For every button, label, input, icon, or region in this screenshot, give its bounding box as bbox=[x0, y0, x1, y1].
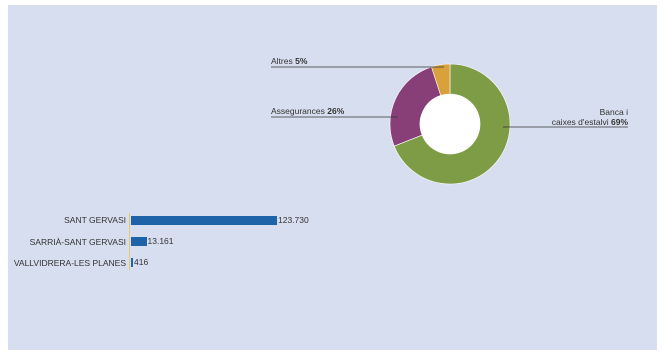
bar bbox=[131, 216, 277, 225]
donut-label-altres: Altres 5% bbox=[271, 56, 308, 66]
bar bbox=[131, 237, 147, 246]
bar-value-label: 13.161 bbox=[147, 236, 174, 246]
chart-panel bbox=[8, 5, 657, 350]
bar-category-label: VALLVIDRERA-LES PLANES bbox=[13, 258, 126, 268]
donut-label-assegurances: Assegurances 26% bbox=[271, 106, 345, 116]
bar-category-label: SANT GERVASI bbox=[64, 215, 126, 225]
donut-label-banca: Banca i caixes d'estalvi 69% bbox=[551, 107, 628, 127]
donut-hole bbox=[420, 94, 480, 154]
bar-axis-line bbox=[129, 213, 130, 270]
bar-value-label: 123.730 bbox=[278, 215, 309, 225]
bar-category-label: SARRIÀ-SANT GERVASI bbox=[29, 237, 126, 247]
bar-value-label: 416 bbox=[134, 257, 149, 267]
bar bbox=[131, 258, 133, 267]
